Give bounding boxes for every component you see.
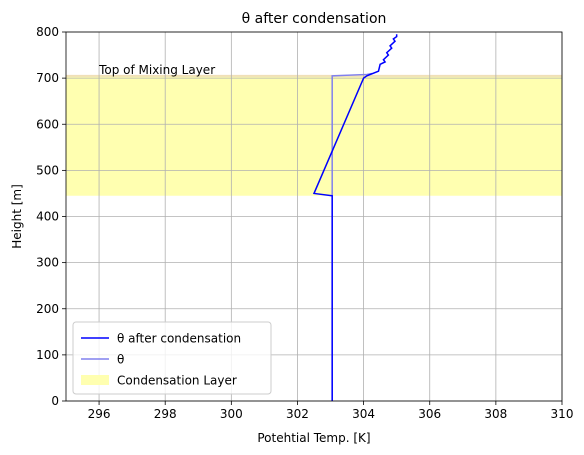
y-axis-label: Height [m] [10,184,24,249]
x-tick-label: 302 [286,407,309,421]
x-tick-label: 300 [220,407,243,421]
legend: θ after condensation θ Condensation Layer [73,322,271,394]
x-axis-label: Potehtial Temp. [K] [257,431,370,445]
y-tick-label: 500 [36,163,59,177]
x-tick-label: 308 [484,407,507,421]
x-tick-label: 298 [154,407,177,421]
y-tick-label: 100 [36,348,59,362]
x-tick-label: 304 [352,407,375,421]
condensation-band [66,76,562,196]
legend-entry-condensation-layer: Condensation Layer [117,374,237,388]
y-tick-label: 300 [36,256,59,270]
y-tick-label: 400 [36,210,59,224]
y-tick-label: 600 [36,117,59,131]
x-tick-label: 306 [418,407,441,421]
legend-entry-theta: θ [117,353,124,367]
y-tick-label: 700 [36,71,59,85]
y-tick-label: 0 [51,394,59,408]
legend-entry-theta-after-condensation: θ after condensation [117,332,241,346]
annotation-top-of-mixing-layer: Top of Mixing Layer [98,63,215,77]
x-axis: 296 298 300 302 304 306 308 310 [88,401,574,421]
x-tick-label: 296 [88,407,111,421]
y-tick-label: 800 [36,25,59,39]
chart-title: θ after condensation [242,11,387,27]
legend-entry-condensation-layer-swatch [81,375,109,385]
x-tick-label: 310 [551,407,574,421]
y-tick-label: 200 [36,302,59,316]
y-axis: 0 100 200 300 400 500 600 700 800 [36,25,66,408]
